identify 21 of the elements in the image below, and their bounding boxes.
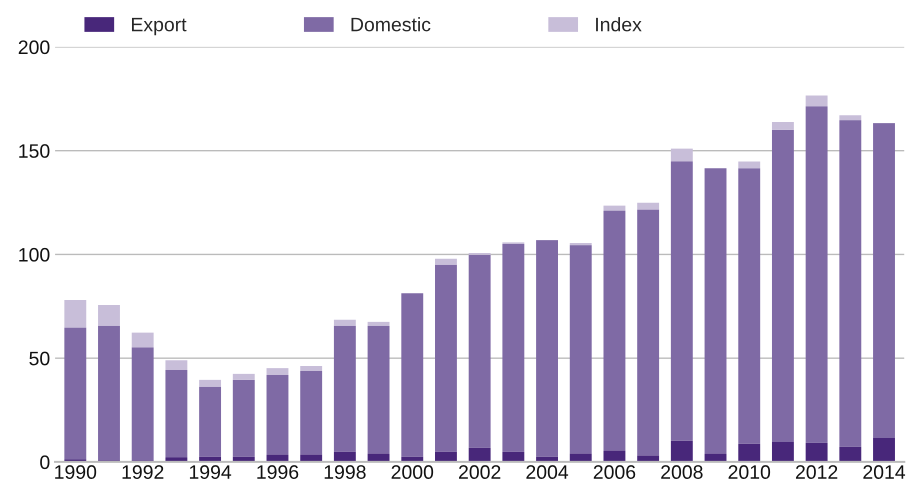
x-tick-label: 2006 bbox=[594, 465, 636, 479]
x-tick-label: 1996 bbox=[257, 465, 298, 479]
legend-label: Index bbox=[596, 17, 642, 32]
legend-label: Export bbox=[132, 18, 186, 36]
x-tick-label: 2000 bbox=[392, 465, 434, 479]
x-tick-label: 2004 bbox=[526, 465, 568, 479]
x-tick-label: 2008 bbox=[661, 465, 703, 479]
x-tick-label: 2012 bbox=[796, 465, 838, 479]
y-tick-label: 100 bbox=[19, 248, 50, 262]
x-tick-label: 2010 bbox=[728, 465, 770, 479]
x-tick-label: 1992 bbox=[122, 465, 164, 479]
y-tick-label: 0 bbox=[40, 455, 50, 470]
x-tick-label: 1990 bbox=[55, 465, 96, 479]
x-tick-label: 2002 bbox=[459, 465, 500, 479]
y-tick-label: 150 bbox=[19, 144, 50, 158]
y-tick-label: 50 bbox=[29, 352, 50, 366]
x-tick-label: 1994 bbox=[190, 465, 232, 479]
x-tick-label: 2014 bbox=[863, 465, 906, 479]
legend-label: Domestic bbox=[352, 17, 430, 32]
y-tick-label: 200 bbox=[18, 40, 50, 54]
x-tick-label: 1998 bbox=[324, 465, 366, 479]
